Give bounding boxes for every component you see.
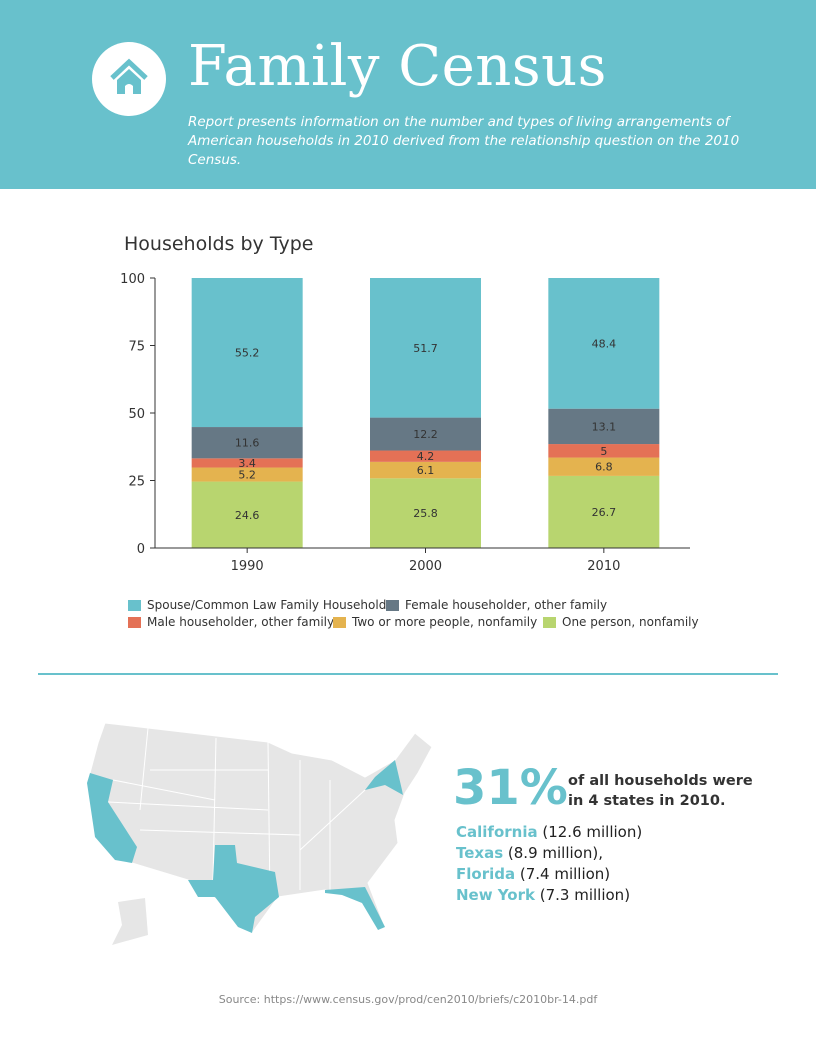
x-tick-label: 1990 xyxy=(231,559,264,574)
y-tick-label: 75 xyxy=(128,340,145,355)
data-label: 5 xyxy=(600,445,607,458)
bar-segment xyxy=(548,408,660,445)
bar-segment xyxy=(548,457,660,476)
x-tick-label: 2000 xyxy=(409,559,442,574)
house-icon xyxy=(110,58,148,94)
data-label: 4.2 xyxy=(417,450,435,463)
data-label: 12.2 xyxy=(413,428,438,441)
state-value: (8.9 million), xyxy=(503,844,603,862)
bar-segment xyxy=(370,278,481,418)
legend-label: Female householder, other family xyxy=(405,598,608,612)
bar-segment xyxy=(191,458,303,468)
y-tick-label: 25 xyxy=(128,475,145,490)
bar-segment xyxy=(370,450,481,462)
bar-segment xyxy=(370,461,481,479)
data-label: 24.6 xyxy=(235,509,260,522)
legend-label: One person, nonfamily xyxy=(562,615,699,629)
map-state-california xyxy=(87,773,137,863)
state-value: (7.3 million) xyxy=(534,886,631,904)
legend-swatch xyxy=(543,616,556,628)
legend-item: One person, nonfamily xyxy=(543,615,699,629)
stat-line-1: of all households were xyxy=(568,773,753,789)
bar-segment xyxy=(548,444,660,458)
stat-percent: 31% xyxy=(453,760,568,816)
us-map xyxy=(86,722,433,945)
state-item: New York (7.3 million) xyxy=(456,885,642,906)
stacked-bar-chart: 24.6 5.23.4 11.6 55.2 1990 25.8 6.14.2 12.2 51.7… xyxy=(120,272,690,574)
legend-swatch xyxy=(333,616,346,628)
legend-item: Spouse/Common Law Family Household xyxy=(128,598,386,612)
data-label: 3.4 xyxy=(238,457,256,470)
map-state-new-york xyxy=(365,760,403,795)
data-label: 11.6 xyxy=(235,437,260,450)
legend-item: Male householder, other family xyxy=(128,615,334,629)
data-label: 48.4 xyxy=(592,337,617,350)
state-name: New York xyxy=(456,886,535,904)
header-banner: Family Census Report presents informatio… xyxy=(0,0,816,189)
legend-label: Spouse/Common Law Family Household xyxy=(147,598,387,612)
y-tick-label: 0 xyxy=(137,542,145,557)
y-tick-label: 50 xyxy=(128,407,145,422)
section-divider xyxy=(38,673,778,675)
bar-segment xyxy=(191,427,303,459)
legend-label: Two or more people, nonfamily xyxy=(352,615,538,629)
bar-segment xyxy=(191,481,303,548)
state-list: California (12.6 million) Texas (8.9 mil… xyxy=(456,822,642,906)
bar-segment xyxy=(191,278,303,428)
legend-label: Male householder, other family xyxy=(147,615,335,629)
data-label: 55.2 xyxy=(235,347,260,360)
legend-item: Female householder, other family xyxy=(386,598,607,612)
state-name: California xyxy=(456,823,538,841)
data-label: 51.7 xyxy=(413,342,438,355)
state-item: Florida (7.4 million) xyxy=(456,864,642,885)
data-label: 6.8 xyxy=(595,461,613,474)
page-subtitle: Report presents information on the numbe… xyxy=(188,114,740,168)
y-tick-label: 100 xyxy=(120,272,145,287)
data-label: 13.1 xyxy=(592,420,617,433)
data-label: 26.7 xyxy=(592,506,617,519)
legend-swatch xyxy=(128,616,141,628)
legend-swatch xyxy=(386,599,399,611)
chart-title: Households by Type xyxy=(124,233,314,255)
data-label: 5.2 xyxy=(238,469,256,482)
state-value: (7.4 million) xyxy=(515,865,611,883)
data-label: 25.8 xyxy=(413,507,438,520)
state-name: Texas xyxy=(456,844,504,862)
bar-segment xyxy=(548,475,660,548)
legend-swatch xyxy=(128,599,141,611)
page-title: Family Census xyxy=(188,34,607,99)
state-name: Florida xyxy=(456,865,516,883)
source-note: Source: https://www.census.gov/prod/cen2… xyxy=(218,993,598,1006)
state-item: Texas (8.9 million), xyxy=(456,843,642,864)
bar-segment xyxy=(548,278,660,409)
x-tick-label: 2010 xyxy=(587,559,620,574)
bar-segment xyxy=(370,417,481,451)
map-state-borders xyxy=(107,727,366,901)
map-alaska xyxy=(112,898,148,945)
state-item: California (12.6 million) xyxy=(456,822,642,843)
map-state-florida xyxy=(325,887,385,930)
bar-segment xyxy=(370,478,481,548)
map-state-texas xyxy=(188,845,279,933)
stat-line-2: in 4 states in 2010. xyxy=(568,793,726,809)
legend-item: Two or more people, nonfamily xyxy=(333,615,537,629)
data-label: 6.1 xyxy=(417,464,435,477)
state-value: (12.6 million) xyxy=(537,823,643,841)
logo-circle xyxy=(92,42,166,116)
bar-segment xyxy=(191,467,303,482)
stat-description: of all households were in 4 states in 20… xyxy=(568,771,753,811)
